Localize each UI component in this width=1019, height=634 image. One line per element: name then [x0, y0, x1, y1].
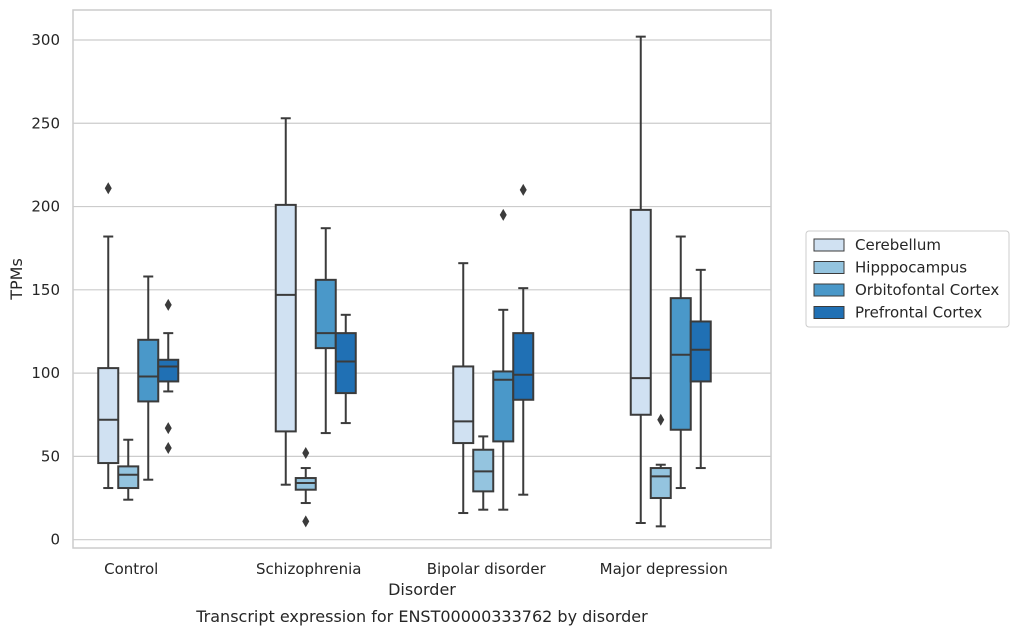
outlier-point: [164, 298, 172, 311]
box-body: [157, 358, 180, 383]
chart-caption: Transcript expression for ENST0000033376…: [195, 607, 648, 626]
box-body: [689, 320, 712, 383]
box-hipppocampus: [294, 447, 317, 528]
box-body: [314, 278, 337, 350]
x-tick-label: Major depression: [600, 560, 728, 578]
box-prefrontal-cortex: [689, 268, 712, 470]
box-hipppocampus: [117, 438, 140, 501]
legend-frame: [805, 230, 1010, 328]
y-tick-labels: 0 50 100 150 200 250 300: [31, 31, 60, 549]
y-tick-label: 250: [31, 114, 60, 132]
legend-label: Prefrontal Cortex: [855, 304, 982, 322]
outlier-point: [657, 413, 665, 426]
box-body: [117, 465, 140, 490]
x-tick-label: Bipolar disorder: [427, 560, 547, 578]
box-body: [334, 332, 357, 395]
y-tick-label: 300: [31, 31, 60, 49]
x-tick-labels: Control Schizophrenia Bipolar disorder Majo…: [104, 560, 728, 578]
box-orbitofontal-cortex: [314, 227, 337, 435]
outlier-point: [302, 515, 310, 528]
box-cerebellum: [97, 182, 120, 490]
legend-label: Hipppocampus: [855, 259, 967, 277]
legend-swatch: [813, 261, 845, 274]
x-tick-label: Schizophrenia: [256, 560, 361, 578]
y-tick-label: 0: [50, 531, 60, 549]
y-tick-label: 50: [41, 447, 60, 465]
x-axis-title: Disorder: [388, 580, 456, 599]
box-hipppocampus: [649, 413, 672, 528]
legend-label: Cerebellum: [855, 236, 941, 254]
legend-label: Orbitofontal Cortex: [855, 281, 999, 299]
box-orbitofontal-cortex: [137, 275, 160, 481]
box-series: [97, 35, 712, 528]
legend: Cerebellum Hipppocampus Orbitofontal Corte…: [805, 230, 1010, 328]
outlier-point: [519, 183, 527, 196]
y-tick-label: 200: [31, 198, 60, 216]
outlier-point: [499, 208, 507, 221]
y-tick-label: 150: [31, 281, 60, 299]
legend-swatch: [813, 283, 845, 297]
box-orbitofontal-cortex: [669, 235, 692, 490]
plot-frame: [72, 9, 772, 549]
box-cerebellum: [274, 117, 297, 486]
box-body: [649, 467, 672, 500]
box-cerebellum: [452, 262, 475, 515]
box-body: [492, 370, 515, 443]
legend-swatch: [813, 238, 845, 252]
box-prefrontal-cortex: [512, 183, 535, 496]
y-axis-title: TPMs: [7, 258, 26, 301]
outlier-point: [104, 182, 112, 195]
outlier-point: [164, 422, 172, 435]
box-body: [274, 203, 297, 433]
box-body: [669, 297, 692, 431]
box-body: [137, 338, 160, 403]
x-tick-label: Control: [104, 560, 158, 578]
box-cerebellum: [629, 35, 652, 525]
box-body: [512, 332, 535, 401]
outlier-point: [164, 442, 172, 455]
grid-lines: [73, 39, 771, 541]
box-body: [629, 208, 652, 416]
outlier-point: [302, 447, 310, 460]
box-prefrontal-cortex: [334, 313, 357, 425]
box-prefrontal-cortex: [157, 298, 180, 455]
box-orbitofontal-cortex: [492, 208, 515, 511]
legend-swatch: [813, 306, 845, 319]
box-hipppocampus: [472, 435, 495, 511]
y-tick-label: 100: [31, 364, 60, 382]
box-body: [97, 367, 120, 465]
box-body: [452, 365, 475, 445]
